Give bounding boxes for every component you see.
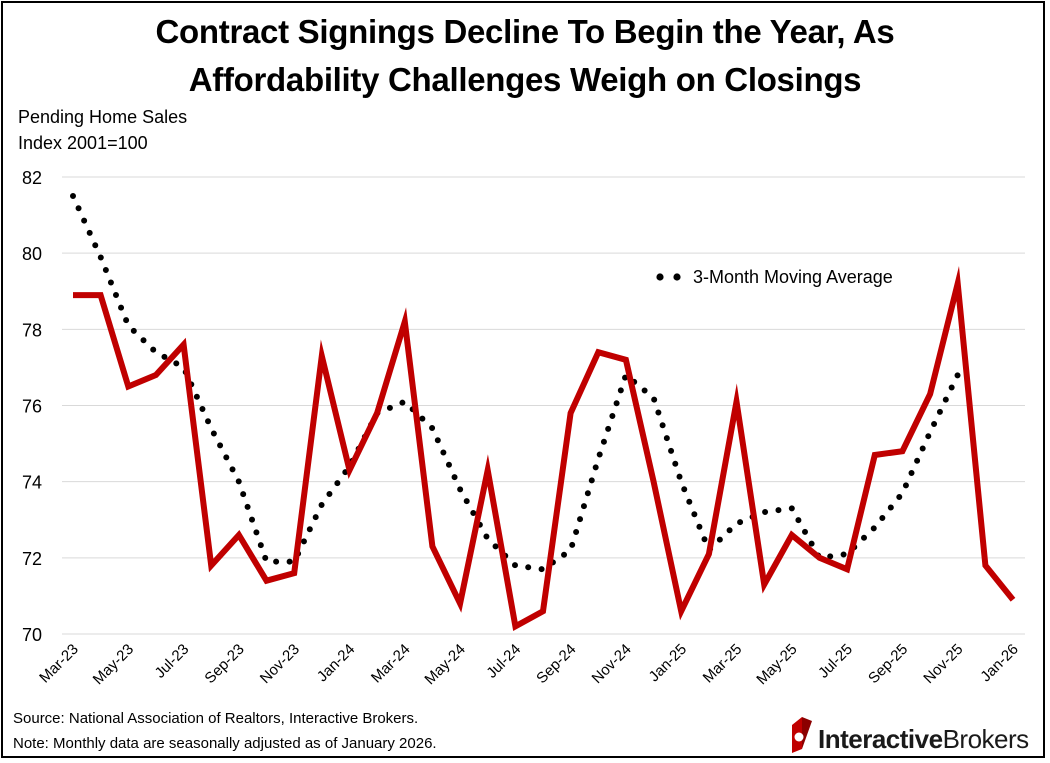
- x-tick-label: Mar-24: [368, 641, 414, 687]
- legend-label-moving-average: 3-Month Moving Average: [693, 267, 893, 287]
- x-tick-label: Nov-23: [257, 641, 303, 687]
- logo-wordmark-part2: Brokers: [942, 724, 1030, 754]
- y-tick-label: 82: [22, 168, 42, 188]
- footnote: Note: Monthly data are seasonally adjust…: [13, 735, 437, 752]
- moving-average-line: [70, 193, 961, 573]
- chart-title-line-1: Contract Signings Decline To Begin the Y…: [155, 13, 895, 50]
- legend-marker-dot: [656, 273, 664, 281]
- x-tick-label: Sep-23: [201, 641, 247, 687]
- interactive-brokers-logo: InteractiveBrokers: [788, 715, 1040, 755]
- x-tick-label: Jan-26: [977, 641, 1021, 685]
- x-tick-label: Nov-25: [920, 641, 966, 687]
- y-tick-label: 72: [22, 549, 42, 569]
- y-tick-label: 78: [22, 320, 42, 340]
- x-tick-label: Jul-23: [152, 641, 193, 682]
- logo-wordmark: InteractiveBrokers: [818, 724, 1029, 755]
- x-tick-label: Jul-24: [483, 641, 524, 682]
- x-tick-label: Jan-24: [314, 641, 358, 685]
- x-tick-label: Jul-25: [815, 641, 856, 682]
- logo-wordmark-part1: Interactive: [818, 724, 943, 754]
- x-tick-label: May-25: [753, 641, 800, 688]
- x-tick-label: May-23: [90, 641, 137, 688]
- y-tick-label: 80: [22, 244, 42, 264]
- y-tick-label: 74: [22, 473, 42, 493]
- pending-home-sales-line: [73, 266, 1016, 632]
- legend-marker-dot: [673, 273, 681, 281]
- y-tick-label: 70: [22, 625, 42, 645]
- x-tick-label: Nov-24: [589, 641, 635, 687]
- y-axis-label-line-2: Index 2001=100: [18, 133, 148, 153]
- chart-title-line-2: Affordability Challenges Weigh on Closin…: [188, 61, 862, 98]
- x-tick-label: Jan-25: [646, 641, 690, 685]
- interactive-brokers-logo-icon: [792, 717, 812, 753]
- x-tick-label: Sep-25: [865, 641, 911, 687]
- x-tick-label: May-24: [421, 641, 468, 688]
- x-tick-label: Sep-24: [533, 641, 579, 687]
- x-tick-label: Mar-23: [36, 641, 82, 687]
- source-note: Source: National Association of Realtors…: [13, 710, 419, 727]
- x-tick-label: Mar-25: [700, 641, 746, 687]
- y-axis-label-line-1: Pending Home Sales: [18, 107, 188, 127]
- y-tick-label: 76: [22, 397, 42, 417]
